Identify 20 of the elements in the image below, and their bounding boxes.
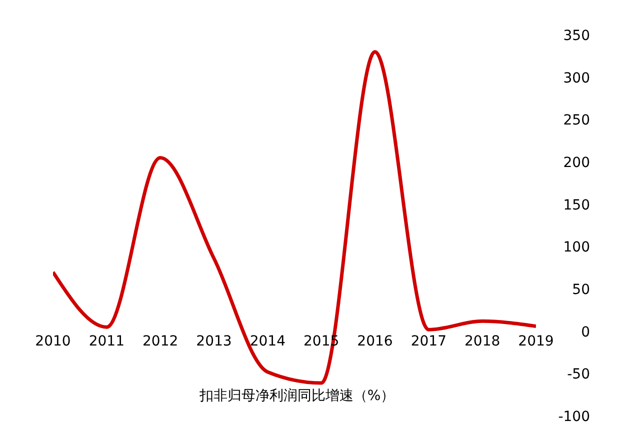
y-tick-label: 200 (563, 154, 590, 171)
x-tick-label: 2014 (250, 333, 286, 350)
x-tick-label: 2018 (464, 333, 500, 350)
x-axis-title: 扣非归母净利润同比增速（%） (198, 387, 396, 406)
x-tick-label: 2019 (518, 333, 554, 350)
y-tick-label: 350 (563, 28, 590, 44)
y-tick-label: 0 (581, 324, 590, 340)
x-tick-label: 2017 (410, 333, 446, 350)
y-tick-label: 250 (563, 112, 590, 129)
x-tick-label: 2016 (357, 333, 393, 350)
y-tick-label: -100 (558, 408, 590, 425)
x-tick-label: 2010 (35, 333, 71, 350)
x-tick-label: 2012 (142, 333, 178, 350)
x-tick-label: 2013 (196, 333, 232, 350)
y-tick-label: 50 (572, 282, 590, 298)
x-tick-label: 2011 (88, 333, 124, 350)
y-tick-label: 150 (563, 197, 590, 214)
y-tick-label: -50 (567, 366, 590, 383)
y-tick-label: 100 (563, 240, 590, 256)
y-tick-label: 300 (563, 70, 590, 86)
